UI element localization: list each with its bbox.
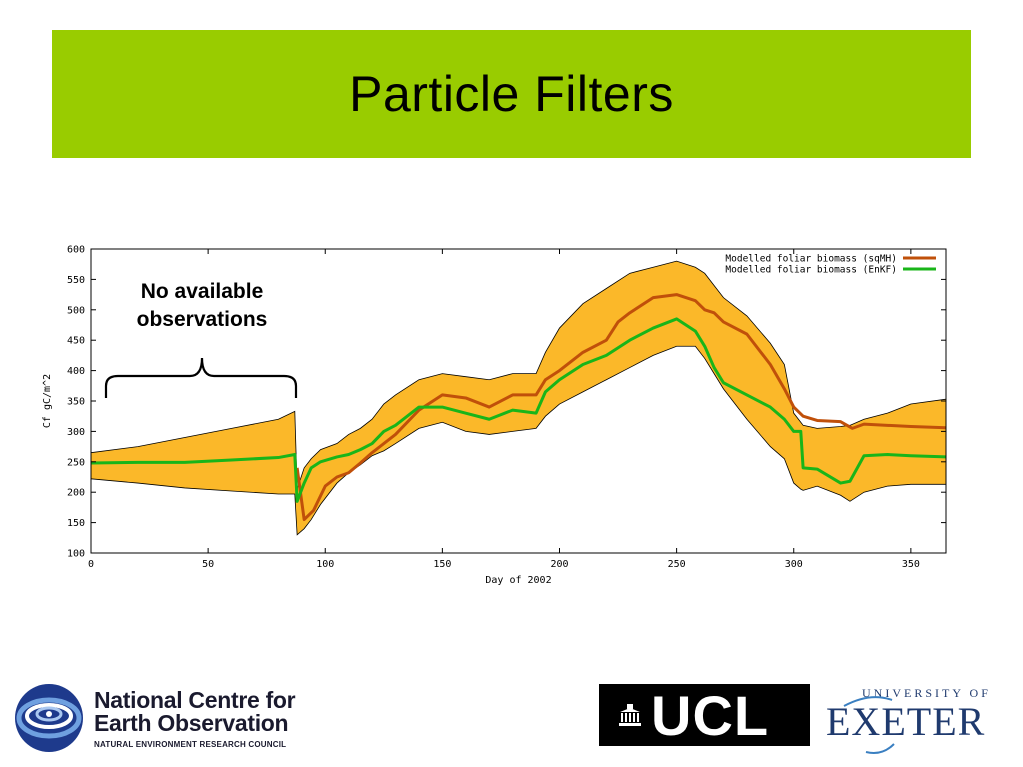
nceo-swirl-icon <box>15 684 83 752</box>
y-tick-label: 400 <box>67 366 85 377</box>
x-tick-label: 50 <box>202 559 214 570</box>
legend: Modelled foliar biomass (sqMH)Modelled f… <box>725 254 936 276</box>
y-axis-label: Cf gC/m^2 <box>42 374 53 428</box>
y-tick-label: 250 <box>67 457 85 468</box>
x-tick-label: 0 <box>88 559 94 570</box>
ucl-portico-icon <box>619 704 641 726</box>
y-tick-label: 600 <box>67 245 85 256</box>
slide-title: Particle Filters <box>349 66 674 122</box>
y-tick-label: 300 <box>67 427 85 438</box>
plot-area <box>90 260 947 536</box>
title-banner: Particle Filters <box>52 30 971 158</box>
x-tick-label: 150 <box>433 559 451 570</box>
legend-label-sqmh: Modelled foliar biomass (sqMH) <box>725 254 897 265</box>
envelope-lower-edge <box>90 345 946 536</box>
y-tick-label: 500 <box>67 305 85 316</box>
annotation-brace <box>104 357 298 398</box>
exeter-wordmark: EXETER <box>826 699 986 744</box>
y-tick-label: 450 <box>67 336 85 347</box>
x-tick-label: 250 <box>668 559 686 570</box>
legend-label-enkf: Modelled foliar biomass (EnKF) <box>725 265 897 276</box>
x-tick-label: 350 <box>902 559 920 570</box>
exeter-arc-icon <box>843 696 895 754</box>
no-observations-annotation: No available observations <box>112 278 292 334</box>
x-axis-label: Day of 2002 <box>485 575 551 586</box>
ucl-logo: UCL <box>599 684 810 746</box>
nerc-subtitle: NATURAL ENVIRONMENT RESEARCH COUNCIL <box>94 740 287 749</box>
nceo-name-line2: Earth Observation <box>94 710 289 736</box>
curly-brace-icon <box>104 357 298 398</box>
annotation-line-2: observations <box>136 308 268 331</box>
exeter-logo: UNIVERSITY OF EXETER <box>822 686 1002 756</box>
envelope-upper-edge <box>90 260 947 490</box>
series-enkf-line <box>90 317 947 503</box>
x-tick-label: 100 <box>316 559 334 570</box>
y-tick-label: 100 <box>67 549 85 560</box>
annotation-line-1: No available <box>140 280 264 303</box>
y-tick-label: 200 <box>67 488 85 499</box>
nceo-logo: National Centre for Earth Observation NA… <box>12 680 332 755</box>
x-tick-label: 200 <box>550 559 568 570</box>
ucl-wordmark: UCL <box>651 684 770 747</box>
series-sqmh-line <box>295 293 947 522</box>
y-tick-label: 150 <box>67 518 85 529</box>
exeter-univ-of: UNIVERSITY OF <box>862 686 991 700</box>
particle-envelope <box>91 261 946 535</box>
x-tick-label: 300 <box>785 559 803 570</box>
y-tick-label: 350 <box>67 397 85 408</box>
y-tick-label: 550 <box>67 275 85 286</box>
nceo-name-line1: National Centre for <box>94 687 296 713</box>
axes: 100 150 200 250 300 350 400 450 500 550 600 0 50 100 1… <box>42 245 947 586</box>
